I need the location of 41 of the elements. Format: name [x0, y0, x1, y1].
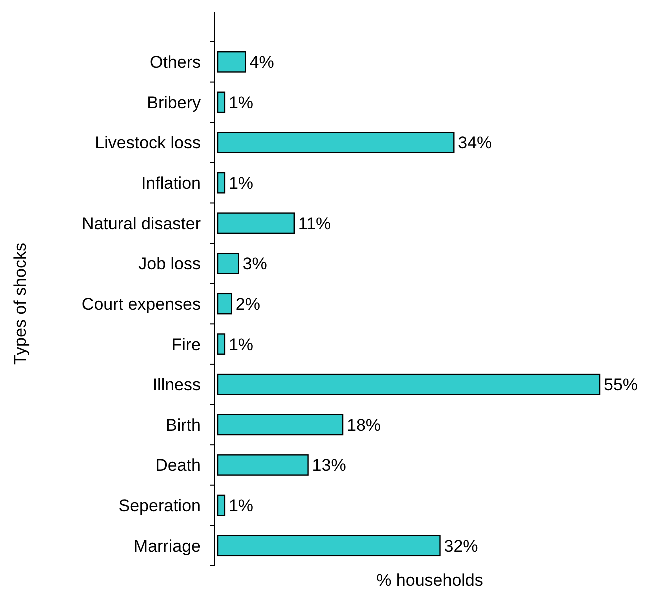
- data-label: 18%: [347, 416, 382, 435]
- y-tick-label: Natural disaster: [82, 214, 202, 234]
- y-tick-label: Court expenses: [82, 294, 201, 314]
- data-label: 1%: [228, 496, 254, 516]
- bar: [217, 454, 309, 476]
- bar: [217, 414, 344, 436]
- bar: [217, 494, 226, 516]
- bar: [217, 374, 601, 396]
- y-tick-label: Fire: [172, 335, 201, 354]
- bar: [217, 51, 246, 73]
- y-tick-label: Job loss: [138, 254, 201, 274]
- y-tick-label: Inflation: [141, 174, 201, 194]
- data-label: 2%: [236, 294, 260, 314]
- bar: [217, 132, 455, 154]
- bar: [217, 535, 441, 557]
- bar: [217, 293, 232, 315]
- data-label: 13%: [312, 456, 346, 476]
- y-tick-label: Seperation: [118, 496, 201, 516]
- y-tick-label: Illness: [152, 376, 201, 395]
- data-label: 55%: [604, 376, 638, 395]
- data-label: 32%: [444, 536, 478, 556]
- data-label: 11%: [298, 214, 332, 234]
- bar: [217, 212, 295, 234]
- bar: [217, 172, 226, 194]
- y-tick-label: Marriage: [134, 536, 201, 556]
- y-tick-label: Others: [150, 53, 201, 72]
- data-label: 34%: [458, 134, 492, 153]
- data-label: 3%: [242, 254, 268, 274]
- y-tick-label: Birth: [166, 416, 201, 435]
- data-label: 1%: [228, 174, 254, 194]
- bar: [217, 92, 226, 114]
- bar: [217, 334, 226, 355]
- x-axis-title: % households: [376, 571, 484, 590]
- data-label: 1%: [228, 335, 254, 354]
- y-tick-label: Death: [156, 456, 201, 476]
- data-label: 4%: [250, 53, 274, 72]
- y-tick-label: Livestock loss: [95, 134, 201, 153]
- y-axis-title: Types of shocks: [11, 243, 30, 365]
- bar: [217, 253, 240, 274]
- data-label: 1%: [228, 93, 254, 112]
- y-tick-label: Bribery: [147, 93, 202, 112]
